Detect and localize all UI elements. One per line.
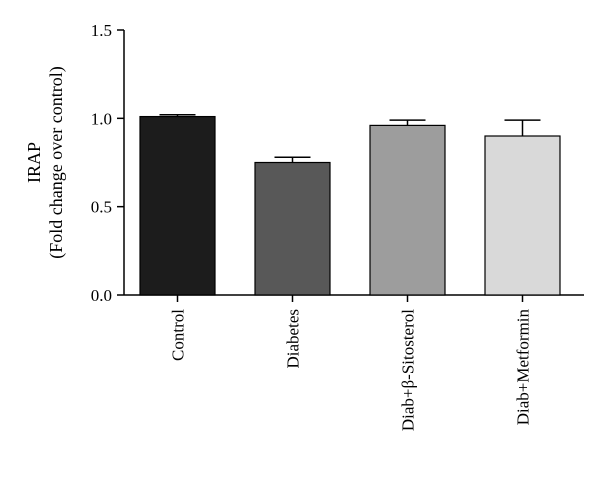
category-labels: Control Diabetes Diab+β-Sitosterol Diab+Met…	[169, 309, 533, 432]
x-category-label: Diab+β-Sitosterol	[399, 309, 418, 431]
y-tick-label: 0.0	[91, 286, 112, 305]
x-category-label: Diab+Metformin	[514, 309, 533, 426]
bar-diab-metformin	[484, 135, 561, 296]
y-tick-label: 1.5	[91, 21, 112, 40]
y-axis-title-line1: IRAP	[24, 142, 44, 183]
y-tick-label: 1.0	[91, 109, 112, 128]
x-axis	[124, 294, 584, 302]
bars-group	[139, 115, 561, 296]
bar-diab-sitosterol	[369, 124, 446, 296]
y-axis-title-line2: (Fold change over control)	[46, 66, 67, 258]
bar-diabetes	[254, 161, 331, 296]
error-bars-group	[159, 114, 541, 163]
y-axis-title: IRAP (Fold change over control)	[24, 66, 67, 258]
y-axis: 0.0 0.5 1.0 1.5	[91, 21, 125, 305]
y-tick-label: 0.5	[91, 198, 112, 217]
bar-control	[139, 115, 216, 296]
x-category-label: Diabetes	[284, 309, 303, 368]
x-category-label: Control	[169, 309, 188, 361]
